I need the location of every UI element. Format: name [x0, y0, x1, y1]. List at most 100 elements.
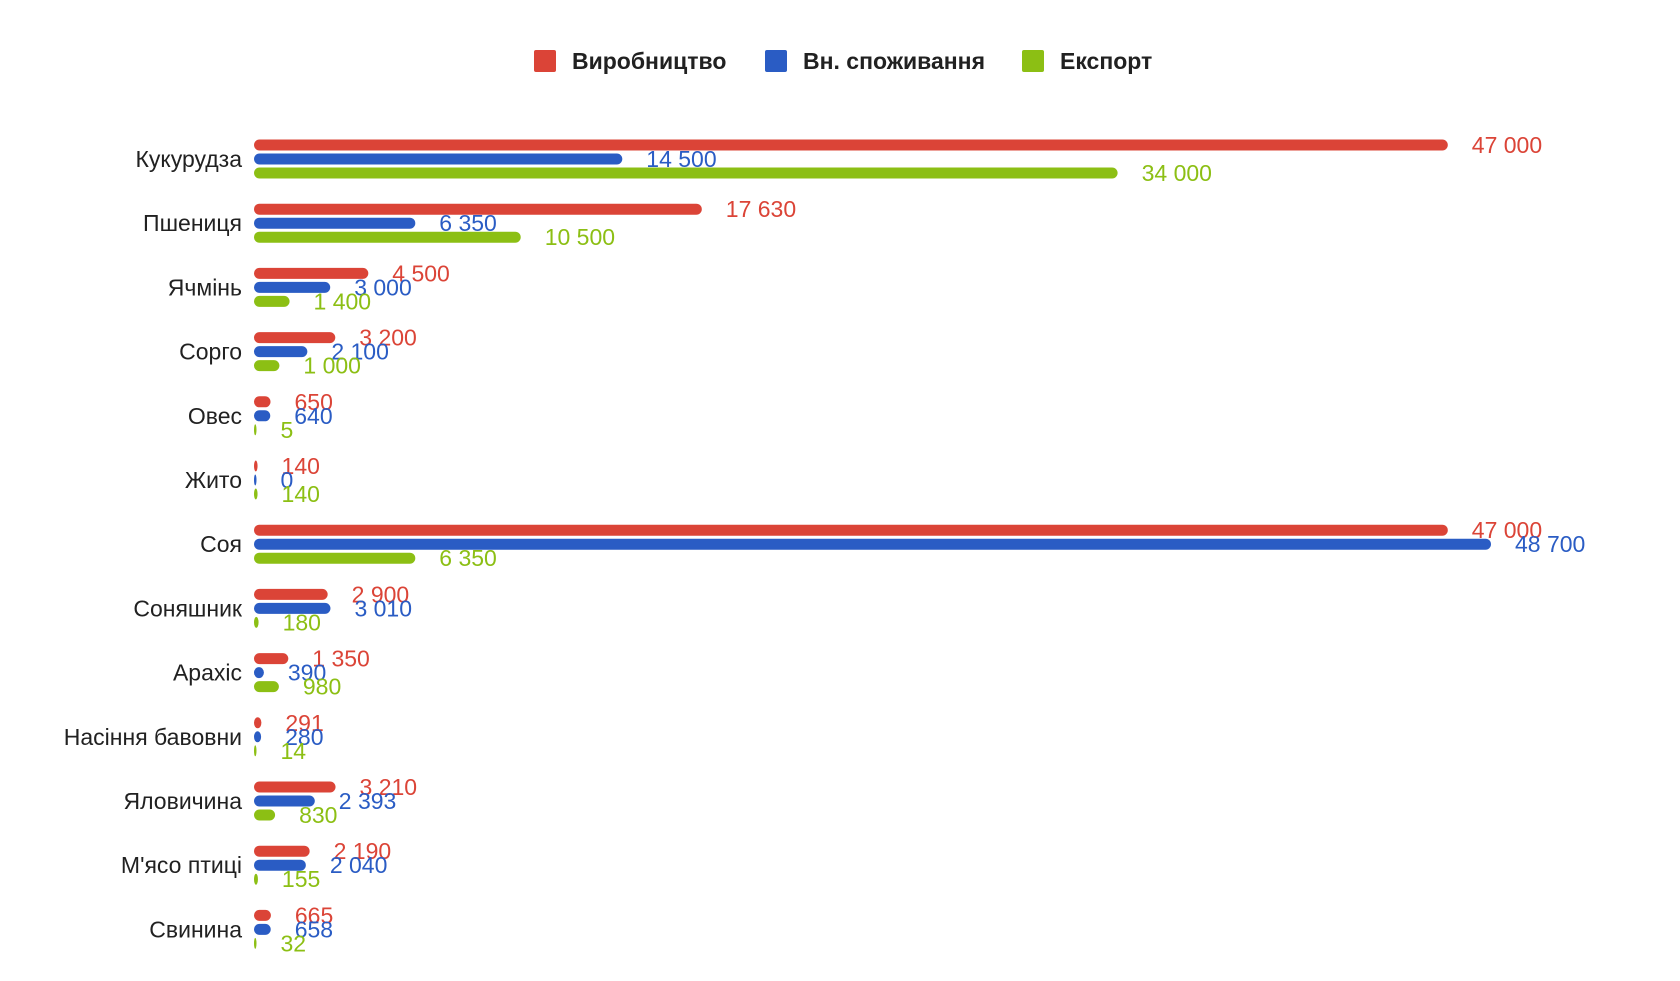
category-label-1: Пшениця [143, 210, 242, 236]
bar-2-5 [254, 488, 258, 500]
bar-2-0 [254, 167, 1118, 179]
bar-2-3 [254, 360, 280, 372]
bar-0-8 [254, 653, 289, 665]
value-label-1-4: 640 [294, 403, 332, 429]
bar-1-2 [254, 281, 331, 293]
value-label-2-2: 1 400 [314, 288, 372, 314]
value-label-1-12: 658 [295, 916, 333, 942]
value-label-2-0: 34 000 [1142, 160, 1212, 186]
bar-1-9 [254, 731, 262, 743]
value-label-2-11: 155 [282, 866, 320, 892]
value-label-1-1: 6 350 [439, 210, 497, 236]
value-label-2-10: 830 [299, 802, 337, 828]
value-label-1-7: 3 010 [354, 595, 412, 621]
category-label-10: Яловичина [124, 788, 243, 814]
legend-swatch-1 [765, 50, 787, 72]
bar-0-10 [254, 781, 336, 793]
value-label-0-8: 1 350 [312, 646, 370, 672]
category-label-11: М'ясо птиці [121, 852, 242, 878]
value-label-0-5: 140 [282, 453, 320, 479]
value-label-2-5: 140 [282, 481, 320, 507]
category-label-7: Соняшник [133, 595, 243, 621]
value-label-0-10: 3 210 [360, 774, 418, 800]
legend-label-2: Експорт [1060, 48, 1152, 74]
value-label-2-7: 180 [283, 609, 321, 635]
value-label-0-1: 17 630 [726, 196, 796, 222]
value-label-2-1: 10 500 [545, 224, 615, 250]
value-label-0-2: 4 500 [392, 260, 450, 286]
value-label-1-2: 3 000 [354, 274, 412, 300]
bar-2-9 [254, 745, 257, 757]
bar-2-10 [254, 809, 276, 821]
bar-0-9 [254, 717, 262, 729]
chart-legend: Виробництво Вн. споживання Експорт [534, 48, 1152, 74]
bar-0-7 [254, 588, 328, 600]
bar-1-6 [254, 538, 1491, 550]
category-label-6: Соя [200, 531, 242, 557]
bar-0-3 [254, 332, 336, 344]
category-label-2: Ячмінь [168, 274, 242, 300]
category-label-4: Овес [188, 403, 242, 429]
value-label-1-9: 280 [285, 724, 323, 750]
legend-swatch-2 [1022, 50, 1044, 72]
bar-2-11 [254, 873, 258, 885]
value-label-2-3: 1 000 [303, 353, 361, 379]
bar-2-2 [254, 295, 290, 307]
value-label-1-0: 14 500 [646, 146, 716, 172]
category-label-3: Сорго [179, 339, 242, 365]
value-label-0-6: 47 000 [1472, 517, 1542, 543]
value-label-0-3: 3 200 [359, 325, 417, 351]
bar-2-8 [254, 681, 279, 693]
legend-swatch-0 [534, 50, 556, 72]
bar-1-12 [254, 923, 271, 935]
category-label-12: Свинина [149, 916, 242, 942]
bar-1-1 [254, 217, 416, 229]
bar-2-6 [254, 552, 416, 564]
bar-1-8 [254, 667, 264, 679]
value-label-0-9: 291 [285, 710, 323, 736]
value-label-1-6: 48 700 [1515, 531, 1585, 557]
bar-2-1 [254, 231, 521, 243]
bar-1-10 [254, 795, 315, 807]
legend-label-1: Вн. споживання [803, 48, 985, 74]
bar-0-12 [254, 909, 271, 921]
bar-1-5 [254, 474, 257, 486]
bar-0-6 [254, 524, 1448, 536]
chart-bars [254, 139, 1491, 949]
bar-2-4 [254, 424, 257, 436]
bar-1-3 [254, 346, 308, 358]
bar-1-4 [254, 410, 271, 422]
bar-0-4 [254, 396, 271, 408]
value-label-1-3: 2 100 [331, 339, 389, 365]
category-axis-labels: Кукурудза Пшениця Ячмінь Сорго Овес Жито Соя Со… [64, 146, 243, 942]
value-label-0-11: 2 190 [334, 838, 392, 864]
value-label-2-8: 980 [303, 674, 341, 700]
bar-0-2 [254, 267, 369, 279]
bar-2-12 [254, 937, 257, 949]
value-label-1-10: 2 393 [339, 788, 397, 814]
bar-0-0 [254, 139, 1448, 151]
value-label-2-9: 14 [281, 738, 307, 764]
category-label-5: Жито [185, 467, 242, 493]
category-label-8: Арахіс [173, 660, 242, 686]
bar-1-11 [254, 859, 306, 871]
value-label-2-4: 5 [281, 417, 294, 443]
value-label-0-4: 650 [295, 389, 333, 415]
value-label-2-6: 6 350 [439, 545, 497, 571]
category-label-0: Кукурудза [136, 146, 243, 172]
category-label-9: Насіння бавовни [64, 724, 242, 750]
value-label-1-8: 390 [288, 660, 326, 686]
bar-0-1 [254, 203, 702, 215]
bar-1-7 [254, 602, 331, 614]
bar-1-0 [254, 153, 623, 165]
value-label-0-7: 2 900 [352, 581, 410, 607]
bar-2-7 [254, 616, 259, 628]
value-label-2-12: 32 [281, 930, 307, 956]
bar-0-5 [254, 460, 258, 472]
value-label-0-12: 665 [295, 902, 333, 928]
legend-label-0: Виробництво [572, 48, 726, 74]
chart-value-labels: 47 000 14 500 34 000 17 630 6 350 10 500 4 500… [281, 132, 1586, 956]
value-label-0-0: 47 000 [1472, 132, 1542, 158]
bar-0-11 [254, 845, 310, 857]
